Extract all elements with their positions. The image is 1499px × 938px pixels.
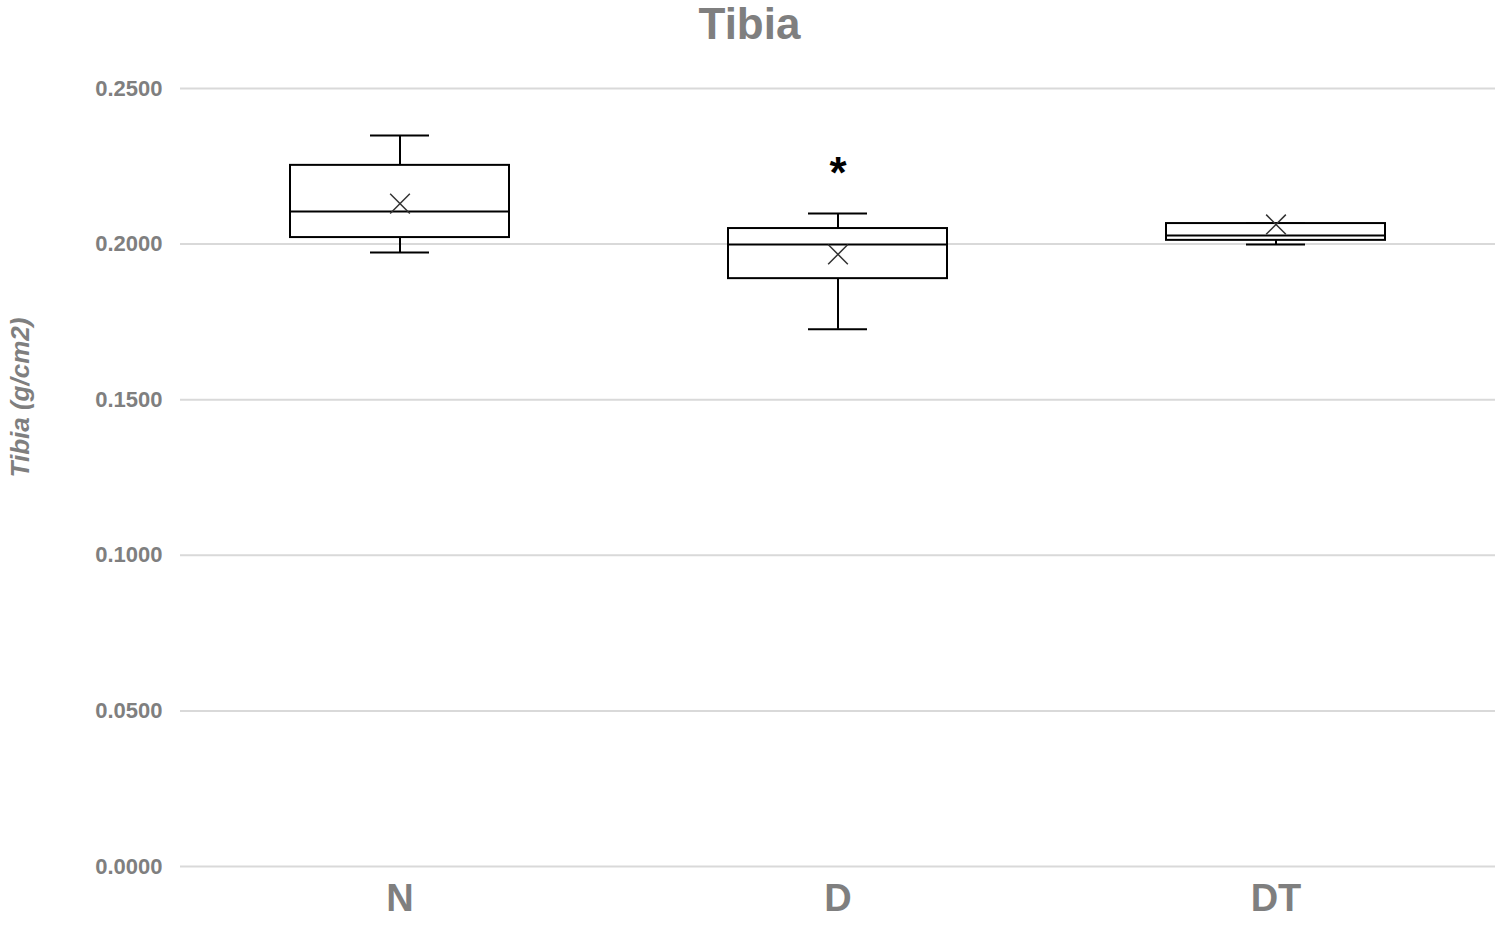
html-text:Tibia: Tibia — [698, 0, 801, 48]
svg-text:DT: DT — [1251, 877, 1302, 919]
svg-text:0.1500: 0.1500 — [95, 387, 162, 412]
svg-text:0.0000: 0.0000 — [95, 854, 162, 879]
svg-text:*: * — [829, 148, 847, 197]
svg-text:0.2000: 0.2000 — [95, 231, 162, 256]
svg-text:N: N — [386, 877, 413, 919]
svg-text:0.0500: 0.0500 — [95, 698, 162, 723]
svg-text:D: D — [824, 877, 851, 919]
svg-text:Tibia (g/cm2): Tibia (g/cm2) — [5, 318, 35, 478]
svg-text:0.2500: 0.2500 — [95, 76, 162, 101]
svg-text:0.1000: 0.1000 — [95, 542, 162, 567]
